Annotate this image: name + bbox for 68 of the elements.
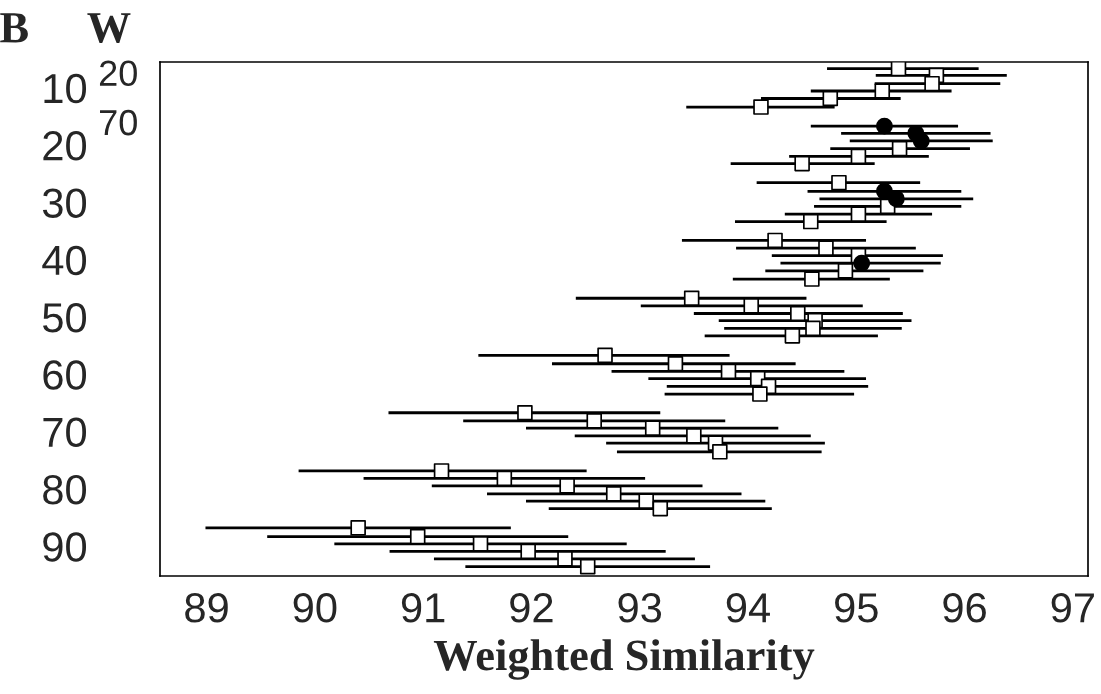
x-tick-label: 96 (943, 593, 986, 623)
point (887, 190, 905, 208)
x-tick-label: 89 (185, 593, 228, 623)
y-tick-label: 60 (43, 360, 87, 390)
y-tick-label: 50 (42, 303, 87, 333)
point (743, 298, 760, 314)
point (875, 182, 893, 200)
point (837, 263, 854, 279)
y-tick-label: 20 (43, 131, 87, 161)
point (652, 500, 669, 517)
point (638, 493, 654, 510)
point (890, 62, 907, 77)
y-tick-label: 10 (44, 73, 87, 104)
y-tick-label: 90 (43, 532, 87, 562)
text: W (87, 13, 131, 43)
point (790, 305, 806, 322)
text: 70 (100, 109, 137, 136)
point (496, 470, 513, 487)
y-tick-label: 80 (43, 474, 87, 505)
point (557, 551, 573, 567)
point (686, 428, 702, 444)
point (472, 536, 489, 552)
point (822, 90, 839, 107)
point (912, 132, 930, 150)
point (818, 240, 834, 256)
point (805, 320, 821, 337)
x-tick-label: 92 (510, 593, 553, 623)
point (712, 444, 728, 460)
point (924, 75, 940, 92)
point (804, 271, 820, 287)
point (803, 213, 819, 230)
point (850, 206, 867, 222)
point (559, 478, 575, 494)
point (586, 413, 603, 429)
x-tick-label: 94 (726, 593, 770, 623)
y-tick-label: 40 (42, 245, 87, 276)
point (752, 386, 768, 402)
point (767, 232, 783, 249)
point (409, 528, 426, 545)
y-tick-label: 30 (42, 188, 87, 218)
point (784, 328, 801, 344)
x-tick-label: 91 (401, 593, 445, 623)
x-tick-label: 93 (618, 593, 662, 623)
point (605, 485, 622, 502)
x-tick-label: 97 (1051, 593, 1094, 623)
text: B (0, 13, 28, 43)
x-tick-label: 95 (835, 593, 878, 623)
point (644, 420, 661, 436)
point (579, 558, 596, 575)
point (667, 355, 684, 372)
point (853, 254, 871, 272)
point (597, 347, 613, 364)
point (850, 148, 867, 165)
point (350, 520, 366, 536)
point (831, 174, 847, 191)
point (874, 83, 891, 99)
x-axis-title: Weighted Similarity (433, 639, 815, 680)
point (753, 99, 769, 115)
point (433, 463, 450, 479)
point (794, 155, 810, 172)
x-tick-label: 90 (293, 593, 337, 623)
point (517, 404, 533, 421)
point (891, 140, 908, 157)
point (720, 363, 737, 380)
y-tick-label: 70 (43, 417, 87, 448)
text: 20 (99, 60, 137, 87)
point (683, 290, 700, 307)
point (875, 117, 893, 135)
